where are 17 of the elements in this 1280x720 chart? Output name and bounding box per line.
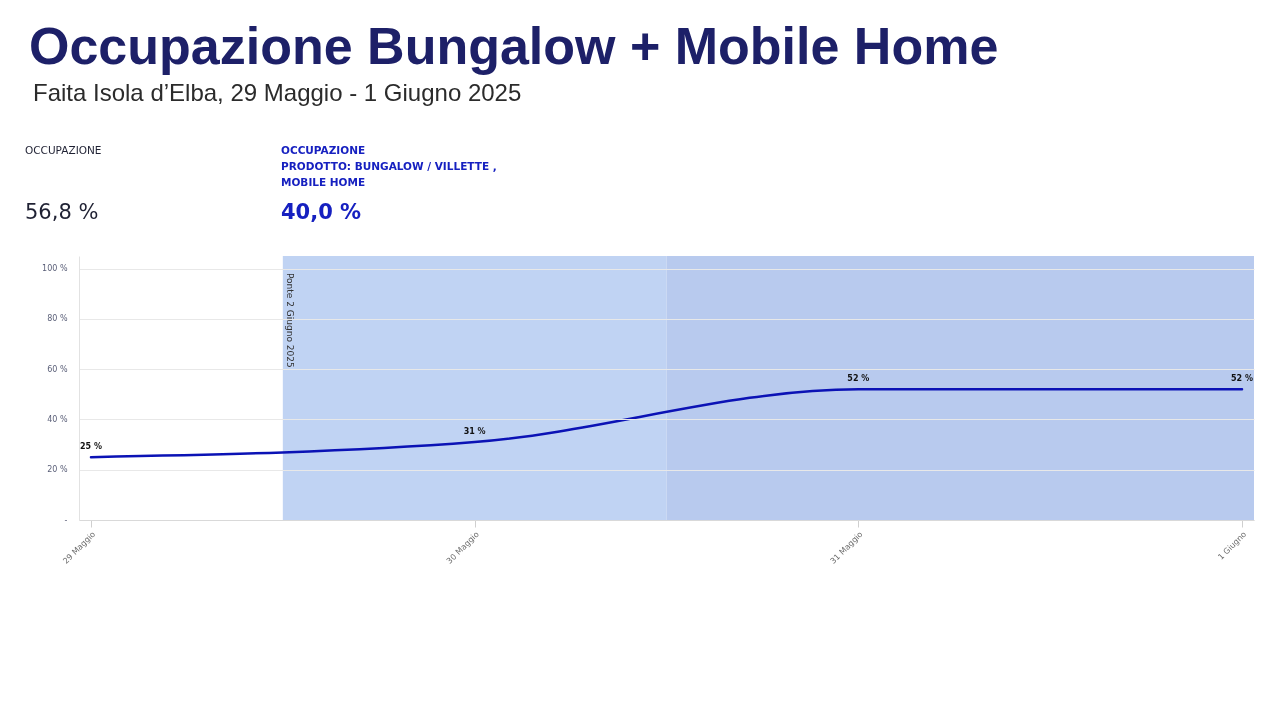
band-label: Ponte 2 Giugno 2025	[284, 273, 295, 368]
y-tick-label: 100 %	[42, 264, 68, 274]
chart-title: Occupazione Bungalow + Mobile Home	[29, 17, 999, 75]
data-label: 25 %	[80, 442, 102, 452]
text: 40,0 %	[281, 200, 362, 224]
chart-subtitle: Faita Isola d’Elba, 29 Maggio - 1 Giugno 2025	[33, 79, 522, 106]
y-tick-label: 40 %	[47, 414, 68, 424]
y-tick-label: 60 %	[47, 364, 68, 374]
data-label: 52 %	[847, 374, 870, 384]
y-tick-label: 20 %	[47, 465, 68, 475]
y-tick-label: 80 %	[47, 314, 68, 324]
y-tick-label: -	[64, 515, 68, 525]
text: 56,8 %	[25, 200, 99, 224]
text: OCCUPAZIONE PRODOTTO: BUNGALOW / VILLETTE , MOBILE HOME	[281, 144, 497, 188]
text: OCCUPAZIONE	[25, 144, 102, 156]
data-label: 31 %	[463, 427, 486, 437]
data-label: 52 %	[1231, 374, 1253, 384]
